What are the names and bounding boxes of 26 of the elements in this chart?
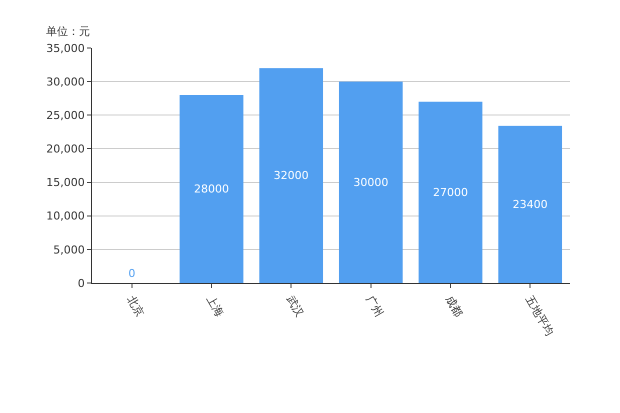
data-label: 30000 [353,176,388,189]
bar [259,68,324,283]
y-tick-label: 35,000 [46,42,85,55]
x-tick-label: 五地平均 [522,293,556,338]
x-tick-label: 广州 [363,293,386,320]
y-tick-label: 0 [78,276,85,290]
data-label: 0 [128,267,136,280]
y-tick-label: 20,000 [46,142,85,156]
y-tick-label: 25,000 [46,108,85,122]
x-tick-label: 北京 [124,293,147,320]
data-label: 32000 [274,169,309,182]
x-tick-label: 上海 [204,293,226,320]
bar [180,95,244,283]
y-tick-label: 5,000 [53,243,85,256]
y-axis-title: 单位：元 [46,25,90,38]
y-tick-label: 30,000 [46,75,85,88]
x-tick-label: 成都 [443,293,466,320]
bar [498,126,562,283]
data-label: 27000 [433,186,468,199]
x-tick-label: 武汉 [284,293,306,320]
y-tick-label: 10,000 [46,210,85,223]
data-label: 28000 [194,182,229,196]
bar [338,82,403,283]
bar [418,102,482,283]
data-label: 23400 [512,198,548,211]
y-tick-label: 15,000 [46,176,85,190]
